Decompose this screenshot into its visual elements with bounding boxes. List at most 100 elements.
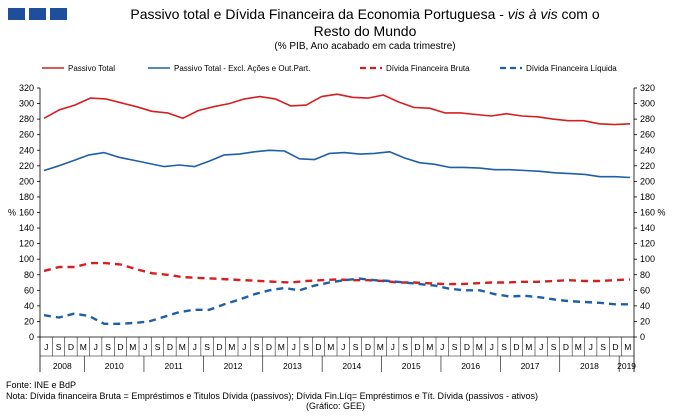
legend-label: Dívida Financeira Bruta [386, 64, 470, 73]
quarter-label: D [464, 342, 470, 352]
quarter-label: M [426, 342, 433, 352]
y-tick-label-left: 280 [19, 114, 34, 124]
y-tick-label-left: 320 [19, 83, 34, 93]
quarter-label: M [129, 342, 136, 352]
year-label: 2010 [105, 361, 124, 371]
quarter-label: J [193, 342, 197, 352]
year-label: 2017 [521, 361, 540, 371]
quarter-label: J [589, 342, 593, 352]
footer: Fonte: INE e BdP Nota: Dívida financeira… [6, 380, 666, 412]
y-tick-label-left: 100 [19, 254, 34, 264]
quarter-label: S [452, 342, 458, 352]
quarter-label: D [68, 342, 74, 352]
quarter-label: M [327, 342, 334, 352]
y-tick-label-right: 160 % [640, 208, 666, 218]
quarter-label: S [353, 342, 359, 352]
year-label: 2016 [461, 361, 480, 371]
y-tick-label-right: 200 [640, 176, 655, 186]
quarter-label: D [612, 342, 618, 352]
quarter-label: D [266, 342, 272, 352]
gee-logo [8, 8, 67, 20]
logo-block [8, 8, 25, 20]
y-axis-unit-left: % [8, 208, 16, 218]
legend-label: Passivo Total - Excl. Ações e Out.Part. [174, 64, 310, 73]
y-tick-label-left: 200 [19, 176, 34, 186]
y-tick-label-right: 40 [640, 301, 650, 311]
y-tick-label-left: 20 [24, 316, 34, 326]
y-tick-label-right: 300 [640, 99, 655, 109]
year-label: 2008 [53, 361, 72, 371]
source-note: Fonte: INE e BdP [6, 380, 77, 390]
chart-credit: (Gráfico: GEE) [306, 401, 366, 411]
definition-note: Nota: Dívida financeira Bruta = Emprésti… [6, 390, 539, 401]
year-label: 2011 [165, 361, 184, 371]
quarter-label: D [513, 342, 519, 352]
legend-label: Dívida Financeira Líquida [526, 64, 617, 73]
y-tick-label-left: 180 [19, 192, 34, 202]
quarter-label: M [228, 342, 235, 352]
year-label: 2014 [342, 361, 361, 371]
quarter-label: M [476, 342, 483, 352]
y-tick-label-right: 80 [640, 270, 650, 280]
y-tick-label-left: 60 [24, 285, 34, 295]
quarter-label: S [501, 342, 507, 352]
y-tick-label-right: 320 [640, 83, 655, 93]
logo-block [50, 8, 67, 20]
year-label: 2012 [224, 361, 243, 371]
y-tick-label-left: 240 [19, 145, 34, 155]
quarter-label: M [624, 342, 631, 352]
series-line [43, 149, 631, 179]
quarter-label: J [341, 342, 345, 352]
y-tick-label-left: 220 [19, 161, 34, 171]
y-tick-label-right: 280 [640, 114, 655, 124]
chart-title: Passivo total e Dívida Financeira da Eco… [70, 6, 660, 40]
title-text: Passivo total e Dívida Financeira da Eco… [130, 6, 508, 22]
y-tick-label-right: 100 [640, 254, 655, 264]
quarter-label: S [56, 342, 62, 352]
quarter-label: M [80, 342, 87, 352]
quarter-label: S [600, 342, 606, 352]
quarter-label: S [204, 342, 210, 352]
quarter-label: J [391, 342, 395, 352]
series-line [43, 93, 631, 126]
quarter-label: M [575, 342, 582, 352]
year-label: 2018 [580, 361, 599, 371]
quarter-label: D [365, 342, 371, 352]
quarter-label: S [402, 342, 408, 352]
title-line-2: Resto do Mundo [313, 23, 417, 39]
quarter-label: M [525, 342, 532, 352]
chart-subtitle: (% PIB, Ano acabado em cada trimestre) [274, 41, 456, 52]
y-tick-label-right: 0 [640, 332, 645, 342]
y-tick-label-left: 160 [19, 208, 34, 218]
y-tick-label-right: 20 [640, 316, 650, 326]
quarter-label: J [490, 342, 494, 352]
logo-block [29, 8, 46, 20]
series-line [43, 261, 631, 286]
quarter-label: D [563, 342, 569, 352]
y-tick-label-right: 180 [640, 192, 655, 202]
title-text-end: com o [557, 6, 600, 22]
quarter-label: J [440, 342, 444, 352]
y-tick-label-left: 120 [19, 239, 34, 249]
quarter-label: D [414, 342, 420, 352]
quarter-label: J [94, 342, 98, 352]
quarter-label: S [254, 342, 260, 352]
y-tick-label-left: 40 [24, 301, 34, 311]
quarter-label: M [278, 342, 285, 352]
quarter-label: M [377, 342, 384, 352]
quarter-label: D [315, 342, 321, 352]
y-tick-label-right: 120 [640, 239, 655, 249]
quarter-label: M [179, 342, 186, 352]
quarter-label: J [292, 342, 296, 352]
legend-label: Passivo Total [68, 64, 115, 73]
quarter-label: S [303, 342, 309, 352]
year-label: 2015 [402, 361, 421, 371]
title-italic: vis à vis [507, 6, 558, 22]
quarter-label: J [242, 342, 246, 352]
quarter-label: D [117, 342, 123, 352]
quarter-label: J [539, 342, 543, 352]
quarter-label: S [155, 342, 161, 352]
quarter-label: S [105, 342, 111, 352]
